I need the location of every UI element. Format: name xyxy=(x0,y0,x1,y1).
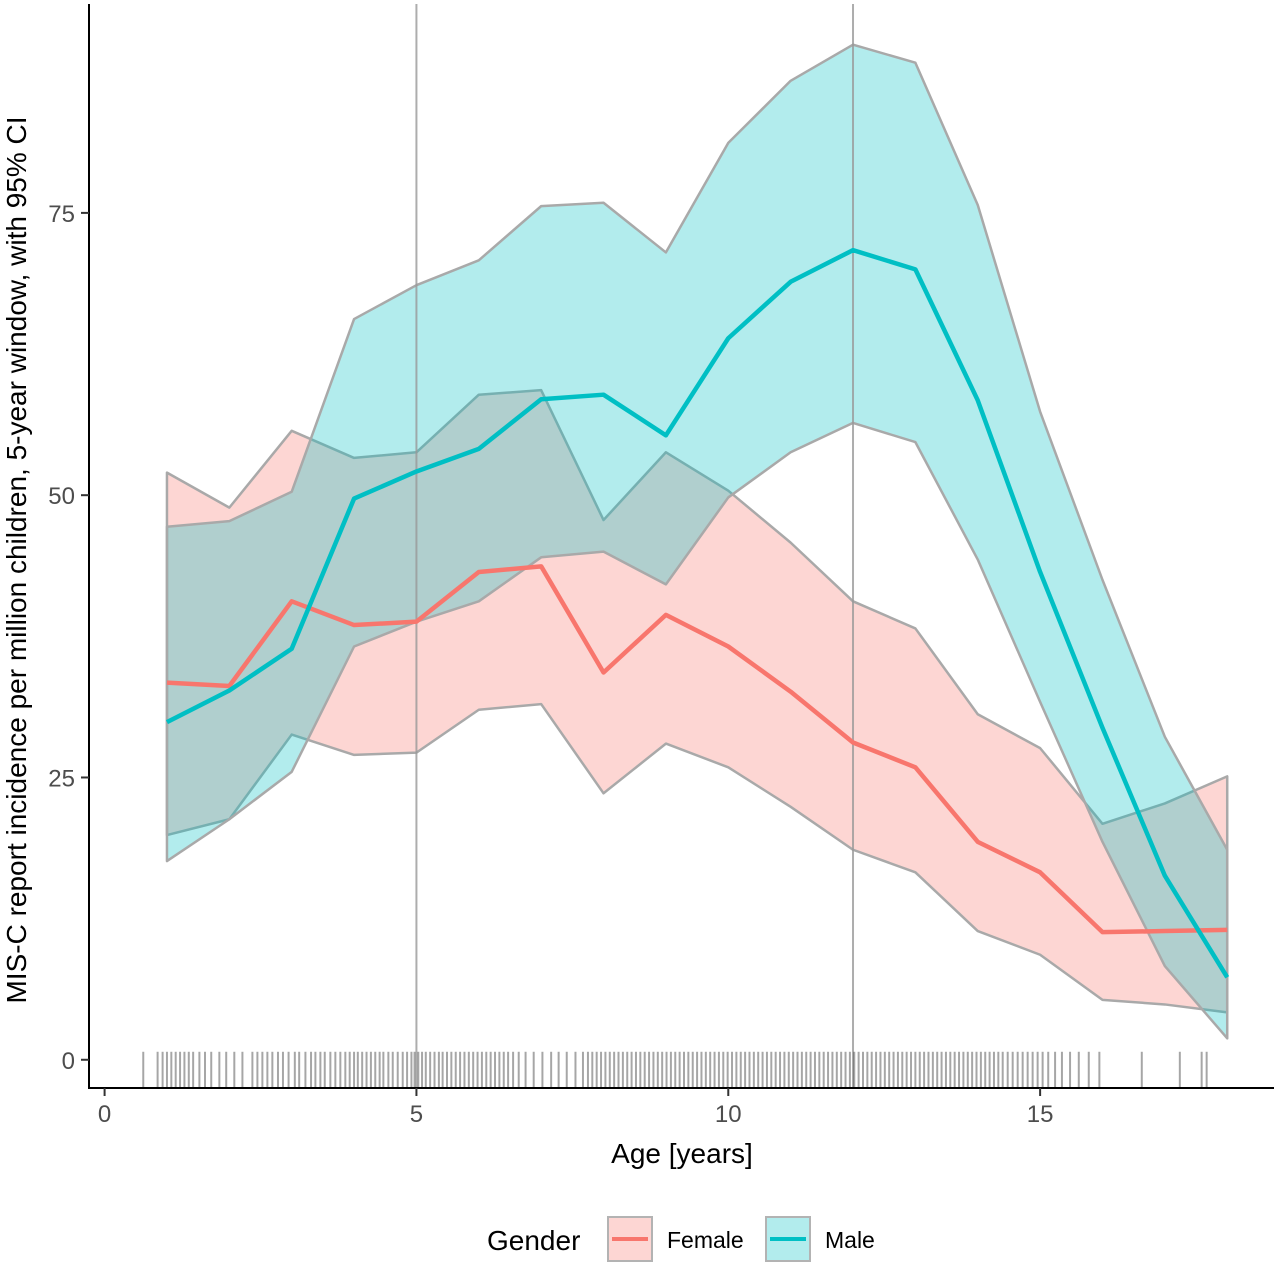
x-tick-label: 15 xyxy=(1027,1101,1054,1128)
series-lines xyxy=(165,247,1230,979)
x-tick-label: 5 xyxy=(410,1101,423,1128)
series-line-female xyxy=(166,564,1228,935)
x-tick-label: 10 xyxy=(715,1101,742,1128)
legend-label-female: Female xyxy=(667,1227,744,1253)
rug-marks xyxy=(142,1051,1208,1088)
legend-label-male: Male xyxy=(825,1227,875,1253)
x-ticks: 0 5 10 15 xyxy=(98,1088,1054,1128)
y-tick-label: 0 xyxy=(62,1048,75,1075)
x-tick-label: 0 xyxy=(98,1101,111,1128)
y-tick-label: 25 xyxy=(48,765,75,792)
legend-title: Gender xyxy=(487,1225,580,1256)
legend: Gender Female Male xyxy=(487,1216,875,1262)
reference-lines xyxy=(415,4,855,1088)
y-ticks: 0 25 50 75 xyxy=(48,201,89,1075)
y-tick-label: 75 xyxy=(48,201,75,228)
ci-band-male xyxy=(165,43,1229,1040)
x-axis-title: Age [years] xyxy=(611,1138,753,1169)
legend-item-male: Male xyxy=(765,1216,875,1262)
ci-bands xyxy=(165,43,1229,1040)
y-tick-label: 50 xyxy=(48,483,75,510)
legend-item-female: Female xyxy=(607,1216,744,1262)
y-axis-title: MIS-C report incidence per million child… xyxy=(1,116,32,1003)
series-line-male xyxy=(165,247,1230,979)
